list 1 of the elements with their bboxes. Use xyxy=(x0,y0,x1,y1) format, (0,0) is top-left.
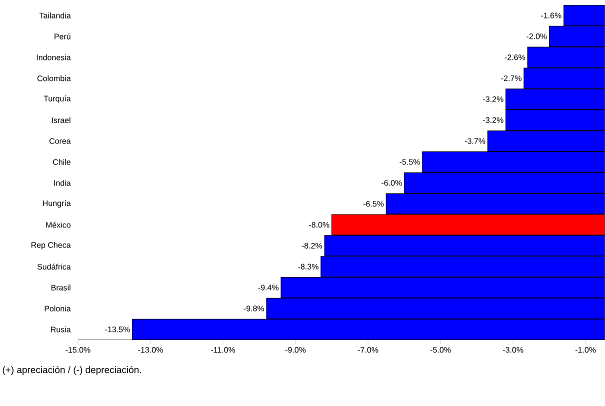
text: (+) apreciación / (-) depreciación. xyxy=(2,366,141,376)
